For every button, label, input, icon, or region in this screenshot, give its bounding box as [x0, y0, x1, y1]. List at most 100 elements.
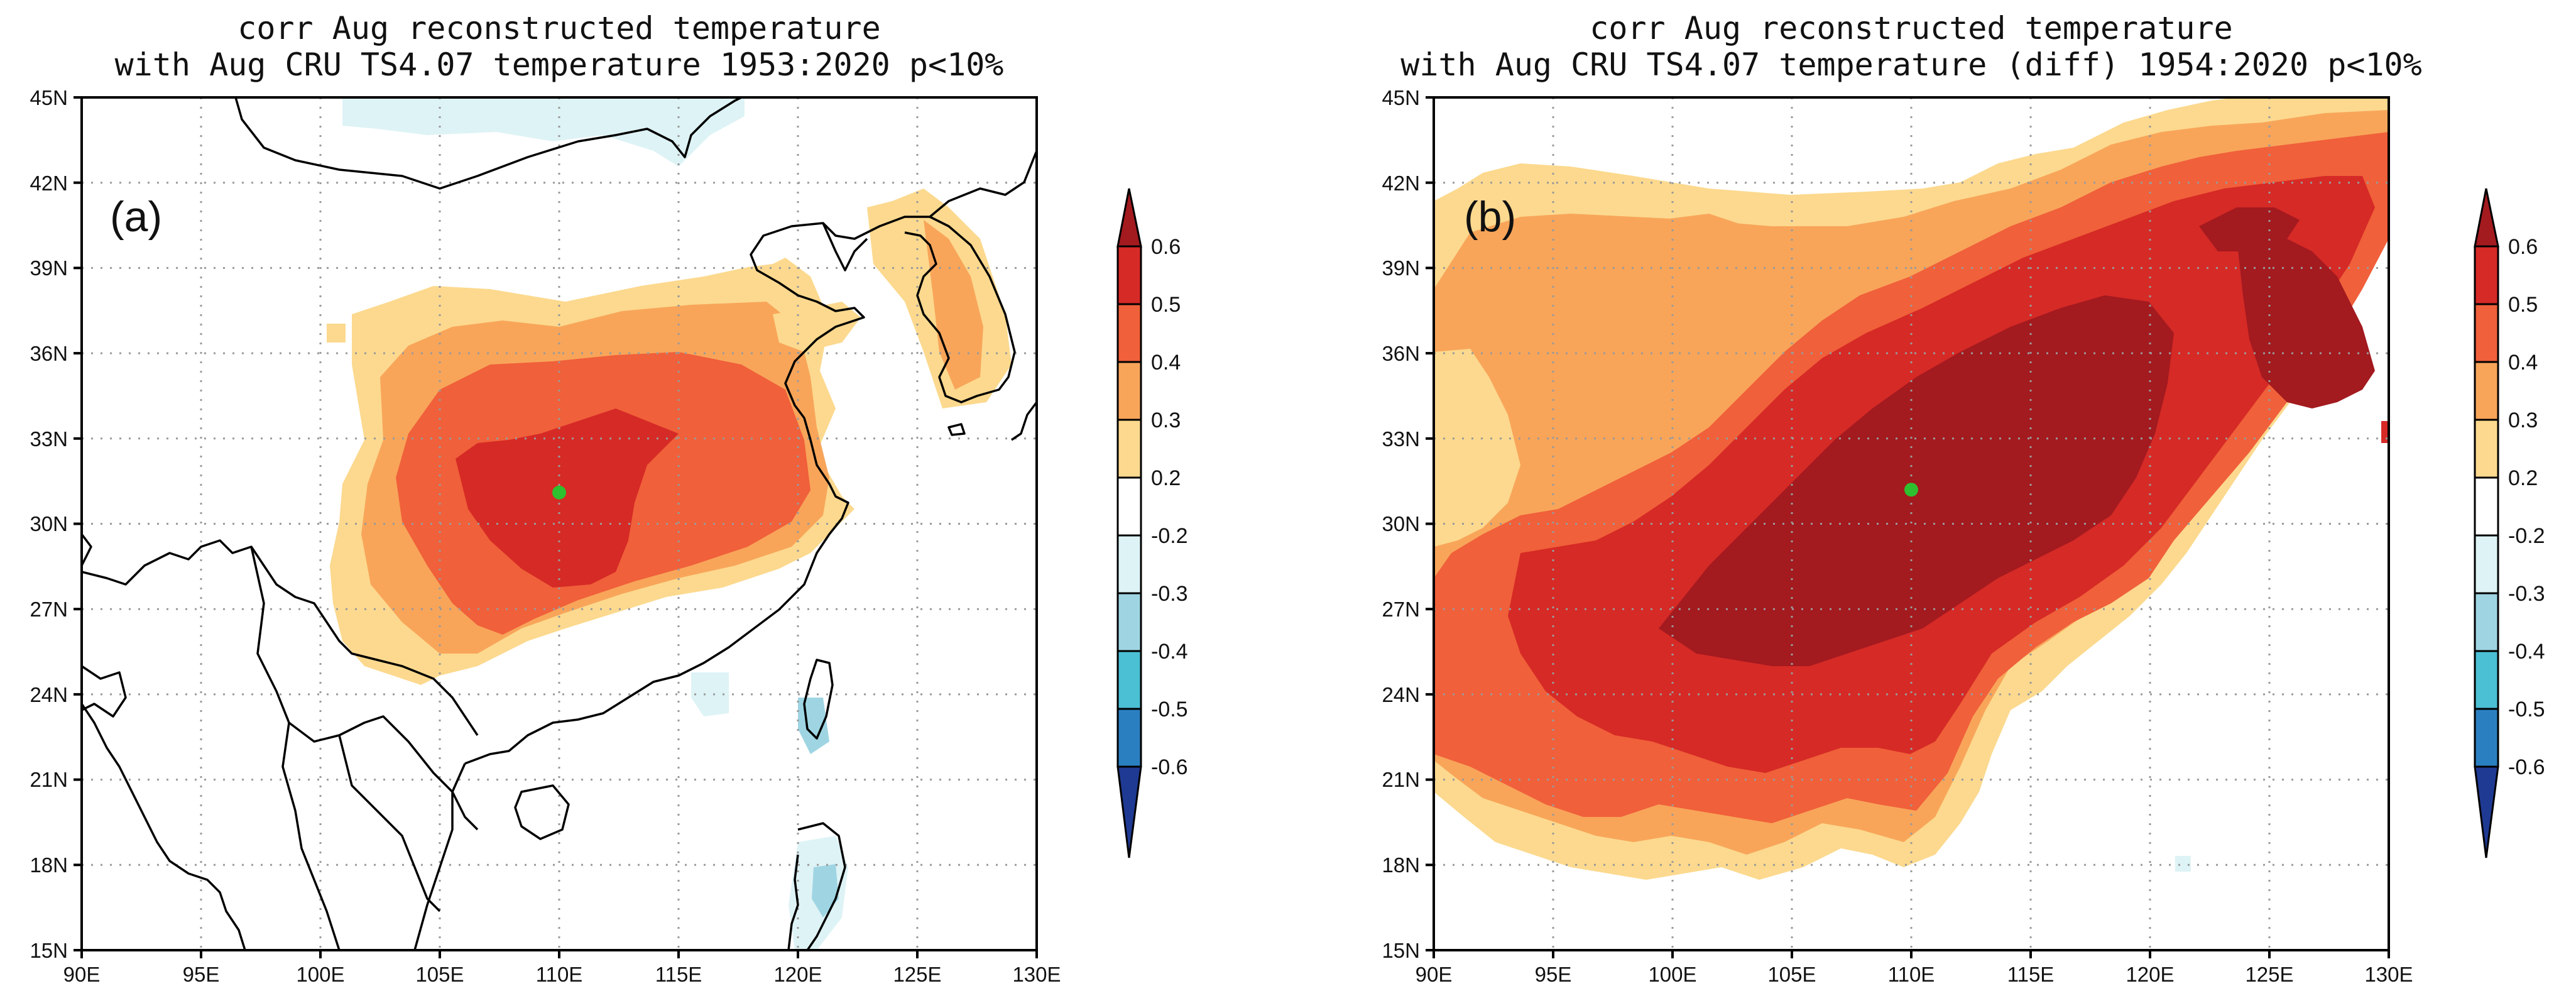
cbar-b-box-05-06: [2474, 245, 2499, 305]
lon-tick-a-95: 95E: [183, 963, 220, 986]
panel-a-title-line2: with Aug CRU TS4.07 temperature 1953:202…: [115, 47, 1004, 83]
cbar-a-label-neg0.2: -0.2: [1151, 524, 1188, 548]
cbar-b-label-0.2: 0.2: [2508, 466, 2538, 490]
cbar-b-bottom-triangle: [2474, 765, 2499, 858]
panel-a-shading: [327, 97, 1012, 950]
lat-tick-b-42: 42N: [1382, 172, 1420, 195]
shade-a-05: [456, 408, 679, 588]
cbar-a-label-0.5: 0.5: [1151, 293, 1181, 317]
lat-tick-b-15: 15N: [1382, 939, 1420, 962]
lon-tick-a-100: 100E: [296, 963, 344, 986]
lon-tick-b-95: 95E: [1535, 963, 1572, 986]
lat-tick-a-36: 36N: [30, 342, 68, 365]
panel-b-title-line2: with Aug CRU TS4.07 temperature (diff) 1…: [1400, 47, 2422, 83]
cbar-a-box-n05-06: [1116, 708, 1142, 768]
cbar-b-label-neg0.5: -0.5: [2508, 698, 2545, 721]
coast-a-liaodong: [822, 222, 868, 271]
cbar-a-box-n02-03: [1116, 534, 1142, 594]
shade-b-korea-06: [2237, 233, 2375, 408]
lat-tick-a-24: 24N: [30, 683, 68, 706]
cbar-a-label-0.6: 0.6: [1151, 235, 1181, 259]
shade-a-patch-02: [327, 324, 346, 342]
lon-tick-a-110: 110E: [536, 963, 583, 986]
cbar-a-label-neg0.5: -0.5: [1151, 698, 1188, 721]
lat-tick-a-18: 18N: [30, 853, 68, 877]
lon-tick-b-100: 100E: [1648, 963, 1696, 986]
cbar-b-label-neg0.3: -0.3: [2508, 582, 2545, 606]
panel-a-gridlines: [82, 97, 1037, 950]
lat-tick-b-24: 24N: [1382, 683, 1420, 706]
cbar-a-box-02-03: [1116, 419, 1142, 479]
lon-tick-b-120: 120E: [2126, 963, 2174, 986]
lon-tick-b-105: 105E: [1767, 963, 1816, 986]
cbar-a-box-neutral: [1116, 476, 1142, 537]
cbar-a-bottom-triangle: [1116, 765, 1142, 858]
panel-b-gridlines: [1434, 97, 2389, 950]
lat-tick-a-15: 15N: [30, 939, 68, 962]
shade-a-patch-se-blue: [691, 672, 729, 716]
lat-tick-b-30: 30N: [1382, 512, 1420, 535]
coast-a-luzon-west: [787, 854, 799, 950]
cbar-b-label-0.5: 0.5: [2508, 293, 2538, 317]
coast-a-mongolia-border: [234, 97, 742, 190]
cbar-b-box-n02-03: [2474, 534, 2499, 594]
lon-tick-b-110: 110E: [1888, 963, 1935, 986]
coast-a-vietnam: [413, 763, 466, 950]
lat-tick-a-21: 21N: [30, 768, 68, 791]
lat-tick-a-45: 45N: [30, 86, 68, 109]
coast-a-bengal-coast: [82, 703, 246, 950]
cbar-b-box-n03-04: [2474, 592, 2499, 652]
panel-b-lon-labels: 90E 95E 100E 105E 110E 115E 120E 125E 13…: [1416, 963, 2413, 986]
coast-a-nepal: [82, 533, 92, 566]
lon-tick-a-115: 115E: [655, 963, 702, 986]
cbar-b-top-triangle: [2474, 188, 2499, 248]
coast-a-bangladesh: [82, 665, 127, 718]
shade-b-west-pocket-02: [1434, 349, 1520, 547]
panel-a-lat-labels: 15N 18N 21N 24N 27N 30N 33N 36N 39N 42N …: [30, 86, 68, 962]
panel-b-label: (b): [1464, 193, 1516, 241]
coast-a-myanmar-border: [82, 539, 479, 736]
coast-a-luzon: [797, 822, 846, 950]
coast-b-japan-small: [2301, 424, 2317, 435]
coast-a-taiwan: [803, 659, 834, 740]
lat-tick-b-39: 39N: [1382, 256, 1420, 280]
cbar-b-box-neutral: [2474, 476, 2499, 537]
cbar-a-label-neg0.6: -0.6: [1151, 755, 1188, 779]
shade-b-liaodong-06: [2199, 207, 2300, 251]
lat-tick-b-27: 27N: [1382, 598, 1420, 621]
panel-a-coastlines: [82, 97, 1037, 950]
cbar-a-box-04-05: [1116, 303, 1142, 363]
cbar-a-label-neg0.4: -0.4: [1151, 640, 1188, 664]
cbar-b-box-n04-05: [2474, 650, 2499, 710]
cbar-b-label-neg0.6: -0.6: [2508, 755, 2545, 779]
coast-a-thai-border: [281, 722, 341, 950]
cbar-b-box-03-04: [2474, 361, 2499, 421]
cbar-a-box-03-04: [1116, 361, 1142, 421]
shade-a-north-blue: [342, 97, 745, 167]
lat-tick-b-21: 21N: [1382, 768, 1420, 791]
shade-b-north-patch-03: [1615, 214, 1759, 308]
cbar-a-top-triangle: [1116, 188, 1142, 248]
cbar-a-label-neg0.3: -0.3: [1151, 582, 1188, 606]
panel-b-colorbar: 0.6 0.5 0.4 0.3 0.2 -0.2 -0.3 -0.4 -0.5 …: [2474, 188, 2545, 858]
lat-tick-b-33: 33N: [1382, 427, 1420, 451]
coast-a-china-east: [464, 150, 1037, 765]
lon-tick-a-120: 120E: [773, 963, 822, 986]
cbar-a-label-0.3: 0.3: [1151, 408, 1181, 432]
panel-a-title-line1: corr Aug reconstructed temperature: [237, 10, 881, 47]
panel-a-lon-labels: 90E 95E 100E 105E 110E 115E 120E 125E 13…: [63, 963, 1061, 986]
coast-a-korea: [904, 216, 1016, 403]
lat-tick-a-39: 39N: [30, 256, 68, 280]
coast-b-luzon-west: [2141, 855, 2150, 950]
lon-tick-a-130: 130E: [1012, 963, 1061, 986]
panel-a-label: (a): [110, 193, 162, 241]
lat-tick-a-42: 42N: [30, 172, 68, 195]
lon-tick-a-105: 105E: [415, 963, 464, 986]
coast-a-laos-border: [338, 735, 441, 912]
shade-a-east-coast-02: [773, 302, 861, 352]
coast-a-japan: [1011, 401, 1037, 441]
lat-tick-b-36: 36N: [1382, 342, 1420, 365]
lon-tick-b-125: 125E: [2245, 963, 2293, 986]
coast-a-japan-small: [947, 423, 966, 436]
lat-tick-a-27: 27N: [30, 598, 68, 621]
